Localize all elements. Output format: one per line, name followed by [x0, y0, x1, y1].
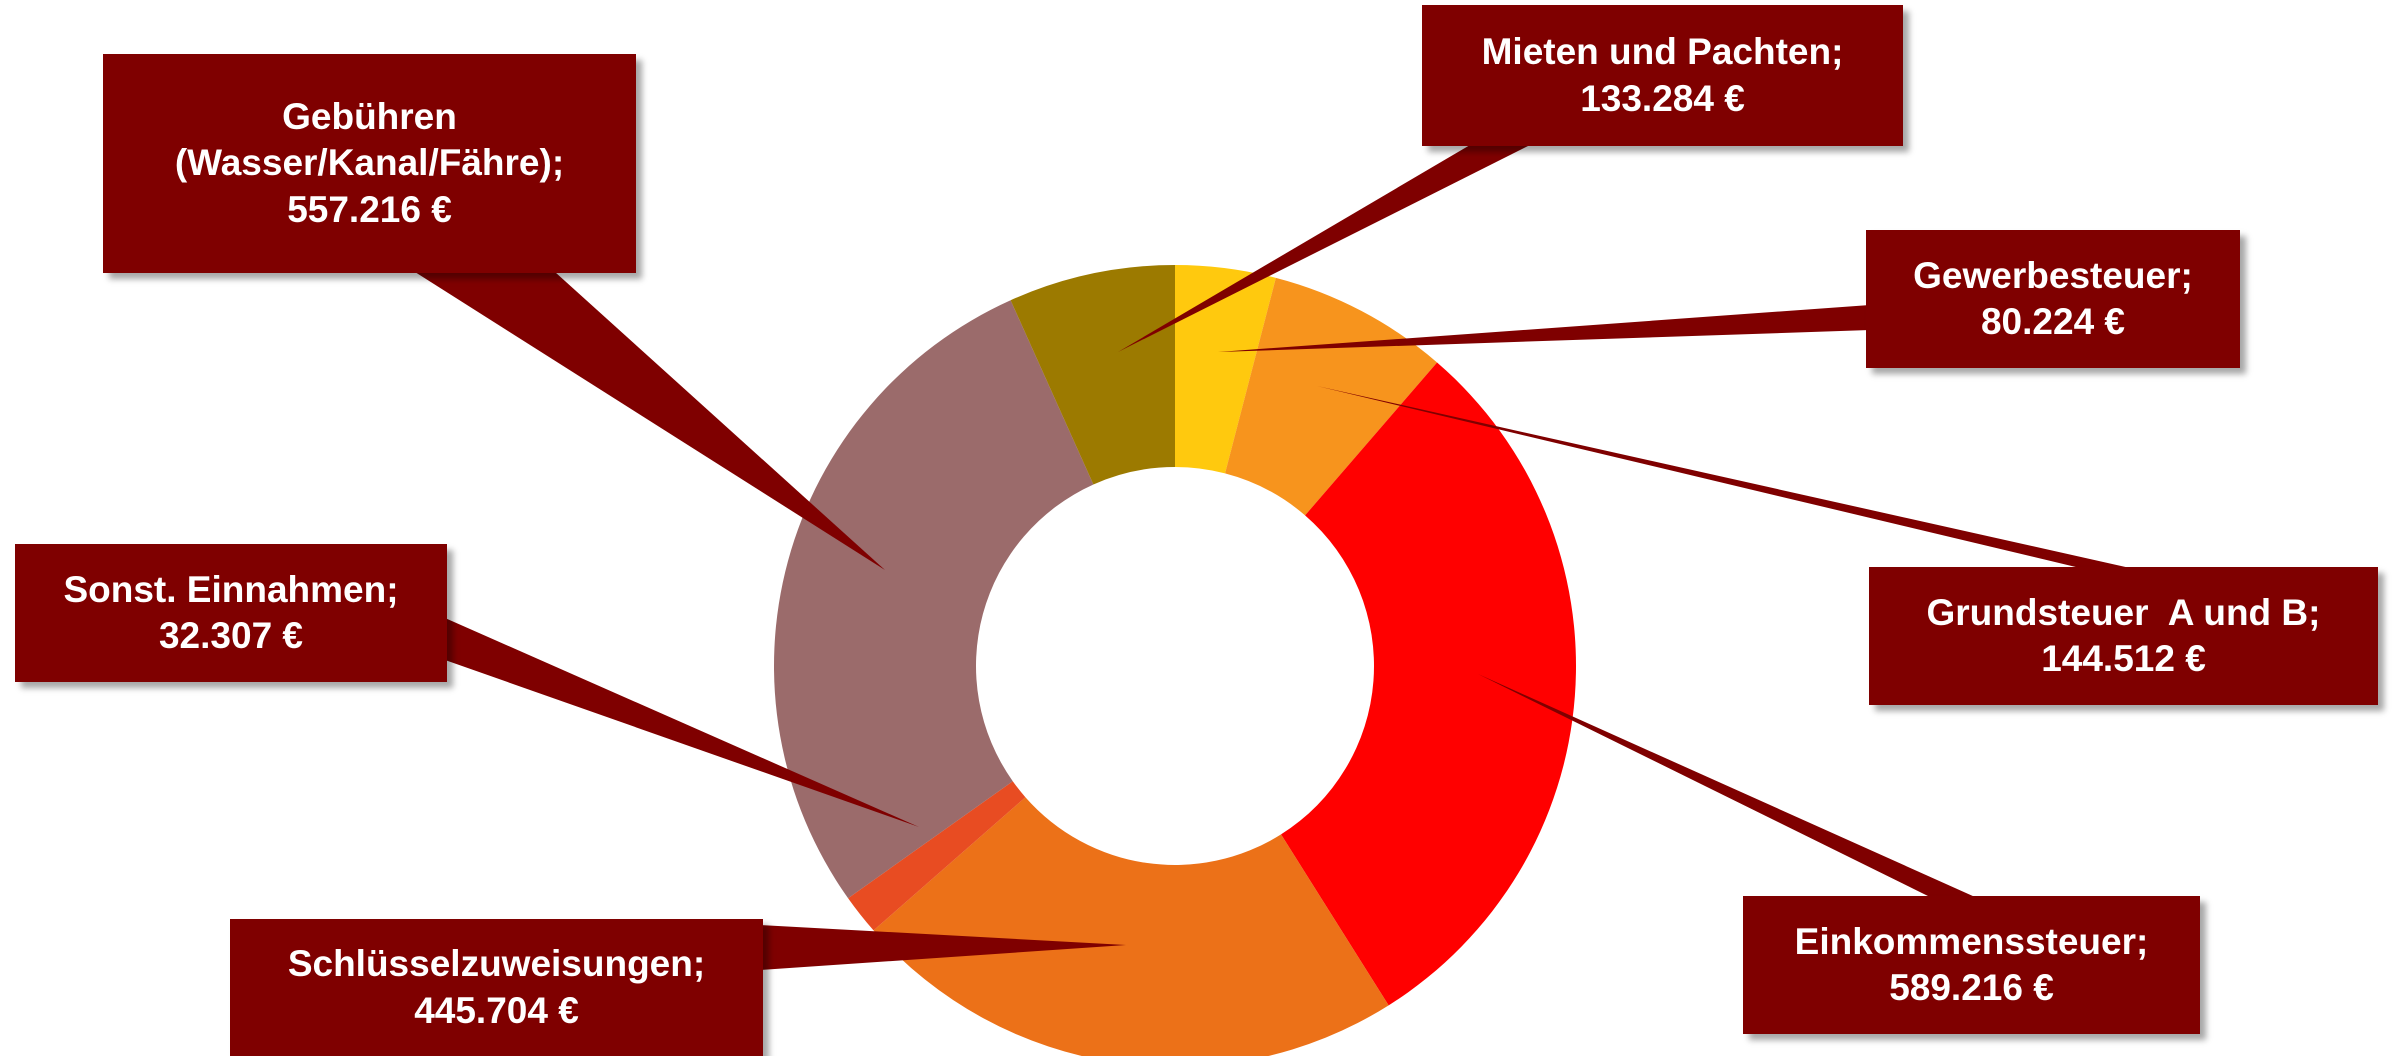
data-label-box: Gebühren (Wasser/Kanal/Fähre); 557.216 € — [103, 54, 636, 273]
label-category: Gebühren (Wasser/Kanal/Fähre); — [174, 96, 565, 184]
donut-segment — [848, 781, 1026, 931]
data-label-box: Einkommenssteuer; 589.216 € — [1743, 896, 2200, 1034]
donut-segment — [774, 300, 1094, 899]
label-category: Gewerbesteuer; — [1913, 254, 2193, 296]
label-category: Einkommenssteuer; — [1794, 920, 2149, 962]
data-label: 557.216 € — [287, 188, 452, 230]
data-label: 133.284 € — [1580, 77, 1745, 119]
data-label: 80.224 € — [1980, 301, 2126, 342]
donut-segment — [1225, 277, 1438, 516]
label-category: Grundsteuer A und B; — [1926, 591, 2321, 633]
callout — [1118, 145, 1530, 352]
data-label: 32.307 € — [158, 615, 304, 656]
data-label: 589.216 € — [1889, 967, 2054, 1008]
donut-segment — [1010, 265, 1175, 485]
data-label-box: Schlüsselzuweisungen; 445.704 € — [230, 919, 763, 1056]
callout — [445, 618, 919, 827]
donut-segment — [1175, 265, 1276, 474]
label-category: Schlüsselzuweisungen; — [287, 943, 706, 985]
data-label-box: Grundsteuer A und B; 144.512 € — [1869, 567, 2378, 705]
callout — [415, 272, 885, 570]
callout — [760, 925, 1126, 970]
label-category: Mieten und Pachten; — [1481, 31, 1844, 73]
data-label-box: Gewerbesteuer; 80.224 € — [1866, 230, 2240, 368]
data-label-box: Sonst. Einnahmen; 32.307 € — [15, 544, 447, 682]
callout — [1218, 305, 1870, 352]
data-label: 445.704 € — [414, 989, 579, 1031]
callout — [1317, 386, 2130, 568]
data-label-box: Mieten und Pachten; 133.284 € — [1422, 5, 1903, 146]
donut-segment — [1281, 362, 1576, 1006]
label-category: Sonst. Einnahmen; — [63, 568, 399, 610]
donut-segment — [873, 797, 1389, 1056]
callout — [1478, 674, 1975, 897]
data-label: 144.512 € — [2041, 638, 2206, 679]
